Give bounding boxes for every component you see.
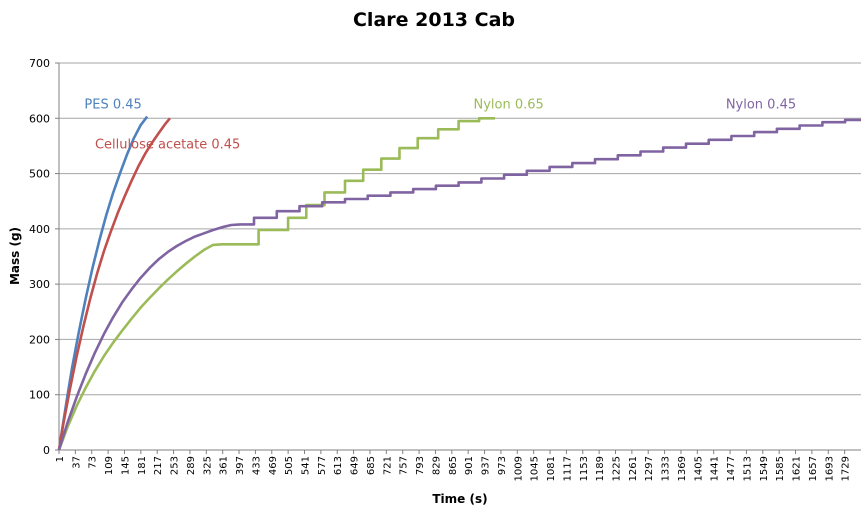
x-tick-label: 1189 <box>595 456 606 481</box>
x-tick-label: 253 <box>170 456 181 475</box>
x-tick-label: 361 <box>219 456 230 475</box>
series-labels: PES 0.45 Cellulose acetate 0.45 Nylon 0.65… <box>84 97 796 152</box>
x-tick-label: 1261 <box>628 456 639 481</box>
series-line-1 <box>57 117 171 451</box>
series-label-0: PES 0.45 <box>84 97 141 112</box>
x-tick-label: 1045 <box>530 456 541 481</box>
x-tick-label: 937 <box>481 456 492 475</box>
x-tick-label: 1693 <box>824 456 835 481</box>
x-tick-label: 1657 <box>808 456 819 481</box>
x-axis-title: Time (s) <box>432 492 487 506</box>
x-tick-label: 757 <box>399 456 410 475</box>
x-tick-label: 1333 <box>661 456 672 481</box>
x-tick-label: 1585 <box>775 456 786 481</box>
x-tick-label: 793 <box>415 456 426 475</box>
x-tick-label: 1549 <box>759 456 770 481</box>
y-tick-label: 600 <box>29 112 50 125</box>
x-tick-label: 1369 <box>677 456 688 481</box>
x-tick-label: 1513 <box>742 456 753 481</box>
x-tick-label: 145 <box>120 456 131 475</box>
x-tick-label: 505 <box>284 456 295 475</box>
x-tick-label: 1441 <box>710 456 721 481</box>
series-label-3: Nylon 0.45 <box>726 97 796 112</box>
x-tick-label: 469 <box>268 456 279 475</box>
x-tick-labels: 1 37 73 109 145 181 217 253 289 325 361 397 433 469 50… <box>55 456 852 481</box>
x-tick-label: 1621 <box>792 456 803 481</box>
x-tick-label: 1081 <box>546 456 557 481</box>
x-tick-label: 397 <box>235 456 246 475</box>
x-tick-label: 217 <box>153 456 164 475</box>
x-tick-label: 1729 <box>841 456 852 481</box>
x-tick-label: 1117 <box>562 456 573 481</box>
x-tick-label: 1297 <box>644 456 655 481</box>
x-tick-label: 1 <box>55 456 66 462</box>
x-tick-label: 1153 <box>579 456 590 481</box>
x-tick-label: 73 <box>88 456 99 469</box>
chart-title: Clare 2013 Cab <box>353 9 515 31</box>
series-label-2: Nylon 0.65 <box>473 97 543 112</box>
x-tick-label: 1225 <box>611 456 622 481</box>
x-tick-label: 901 <box>464 456 475 475</box>
series-lines <box>57 115 861 451</box>
x-tick-label: 613 <box>333 456 344 475</box>
y-tick-label: 100 <box>29 389 50 402</box>
x-tick-label: 325 <box>202 456 213 475</box>
y-tick-label: 300 <box>29 278 50 291</box>
y-axis-title: Mass (g) <box>8 227 22 285</box>
series-label-1: Cellulose acetate 0.45 <box>95 138 240 153</box>
x-tick-label: 541 <box>301 456 312 475</box>
y-tick-label: 0 <box>43 444 50 457</box>
y-tick-label: 700 <box>29 57 50 70</box>
x-tick-label: 1009 <box>513 456 524 481</box>
x-tick-label: 289 <box>186 456 197 475</box>
x-tick-label: 973 <box>497 456 508 475</box>
x-tick-label: 649 <box>350 456 361 475</box>
x-tick-label: 37 <box>71 456 82 469</box>
x-tick-label: 685 <box>366 456 377 475</box>
x-tick-label: 577 <box>317 456 328 475</box>
x-tick-label: 865 <box>448 456 459 475</box>
series-line-2 <box>57 117 495 451</box>
y-tick-labels: 0 100 200 300 400 500 600 700 <box>29 57 50 457</box>
x-tick-label: 1477 <box>726 456 737 481</box>
y-tick-label: 200 <box>29 333 50 346</box>
x-tick-label: 109 <box>104 456 115 475</box>
axes <box>55 62 861 454</box>
y-tick-label: 400 <box>29 223 50 236</box>
y-tick-label: 500 <box>29 168 50 181</box>
x-tick-label: 1405 <box>693 456 704 481</box>
x-tick-label: 721 <box>382 456 393 475</box>
x-tick-label: 829 <box>431 456 442 475</box>
x-tick-label: 181 <box>137 456 148 475</box>
x-tick-label: 433 <box>251 456 262 475</box>
series-line-3 <box>57 118 861 451</box>
series-line-0 <box>57 115 149 451</box>
gridlines <box>59 62 861 396</box>
